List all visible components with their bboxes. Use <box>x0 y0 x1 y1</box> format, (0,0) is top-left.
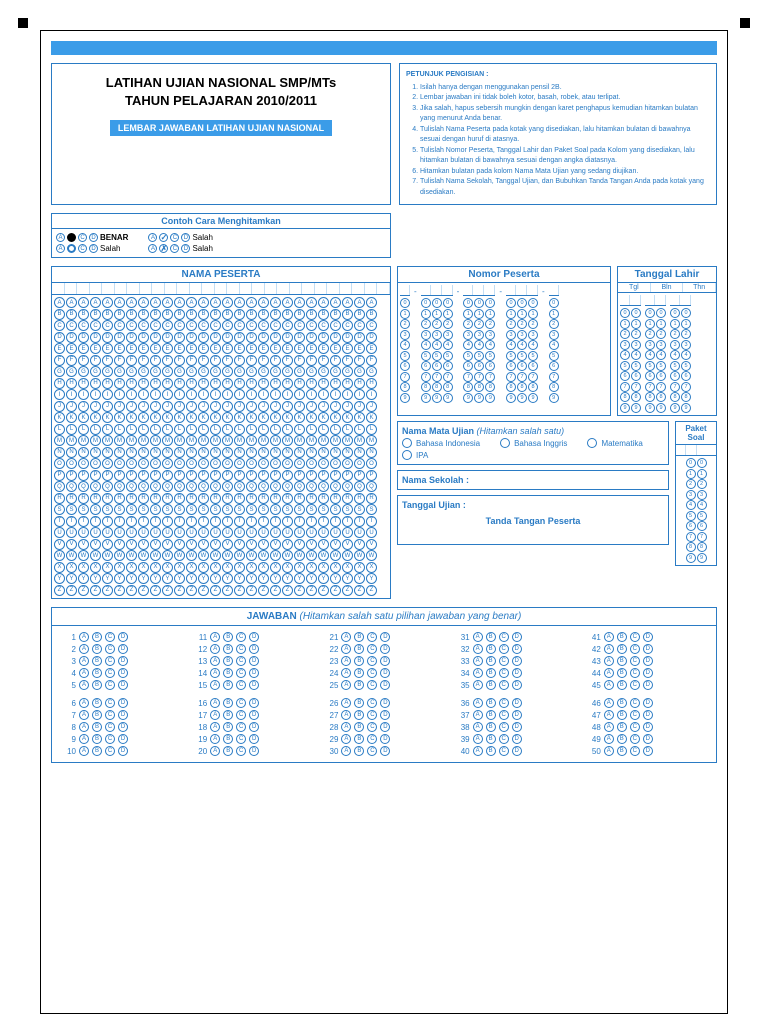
paket-soal-section: Paket Soal 00112233445566778899 <box>675 421 717 566</box>
title: LATIHAN UJIAN NASIONAL SMP/MTsTAHUN PELA… <box>62 74 380 110</box>
instructions-title: PETUNJUK PENGISIAN : <box>406 70 710 81</box>
section-title: Paket Soal <box>676 422 716 445</box>
section-title: Nomor Peserta <box>398 267 610 283</box>
label-correct: BENAR <box>100 233 128 242</box>
instructions-box: PETUNJUK PENGISIAN : Isilah hanya dengan… <box>399 63 717 205</box>
jawaban-section: JAWABAN (Hitamkan salah satu pilihan jaw… <box>51 607 717 763</box>
top-bar <box>51 41 717 55</box>
nama-sekolah-field[interactable]: Nama Sekolah : <box>397 470 669 490</box>
banner: LEMBAR JAWABAN LATIHAN UJIAN NASIONAL <box>110 120 332 136</box>
subject-options[interactable]: Bahasa IndonesiaBahasa InggrisMatematika… <box>402 438 664 460</box>
letter-grid[interactable]: AAAAAAAAAAAAAAAAAAAAAAAAAAABBBBBBBBBBBBB… <box>52 295 390 598</box>
title-box: LATIHAN UJIAN NASIONAL SMP/MTsTAHUN PELA… <box>51 63 391 205</box>
paket-grid[interactable]: 00112233445566778899 <box>676 456 716 565</box>
date-headers: TglBlnThn <box>618 283 716 293</box>
section-title: Tanggal Lahir <box>618 267 716 283</box>
answer-sheet: LATIHAN UJIAN NASIONAL SMP/MTsTAHUN PELA… <box>40 30 728 1014</box>
instructions-list: Isilah hanya dengan menggunakan pensil 2… <box>406 83 710 199</box>
date-grid[interactable]: 0011223344556677889900112233445566778899… <box>618 293 716 415</box>
label-wrong: Salah <box>100 244 120 253</box>
number-grid[interactable]: 0123456789-00011122233344455566677788899… <box>398 283 610 405</box>
write-row[interactable] <box>52 283 390 295</box>
tanggal-ttd-field[interactable]: Tanggal Ujian : Tanda Tangan Peserta <box>397 495 669 545</box>
corner-mark <box>740 18 750 28</box>
tanggal-lahir-section: Tanggal Lahir TglBlnThn 0011223344556677… <box>617 266 717 416</box>
example-title: Contoh Cara Menghitamkan <box>52 214 390 229</box>
nama-peserta-section: NAMA PESERTA AAAAAAAAAAAAAAAAAAAAAAAAAAA… <box>51 266 391 599</box>
corner-mark <box>18 18 28 28</box>
mata-ujian-section: Nama Mata Ujian (Hitamkan salah satu) Ba… <box>397 421 669 465</box>
nomor-peserta-section: Nomor Peserta 0123456789-000111222333444… <box>397 266 611 416</box>
example-box: Contoh Cara Menghitamkan ACD BENAR ACD S… <box>51 213 391 258</box>
answer-grid[interactable]: 1ABCD2ABCD3ABCD4ABCD5ABCD6ABCD7ABCD8ABCD… <box>52 626 716 762</box>
section-title: NAMA PESERTA <box>52 267 390 283</box>
